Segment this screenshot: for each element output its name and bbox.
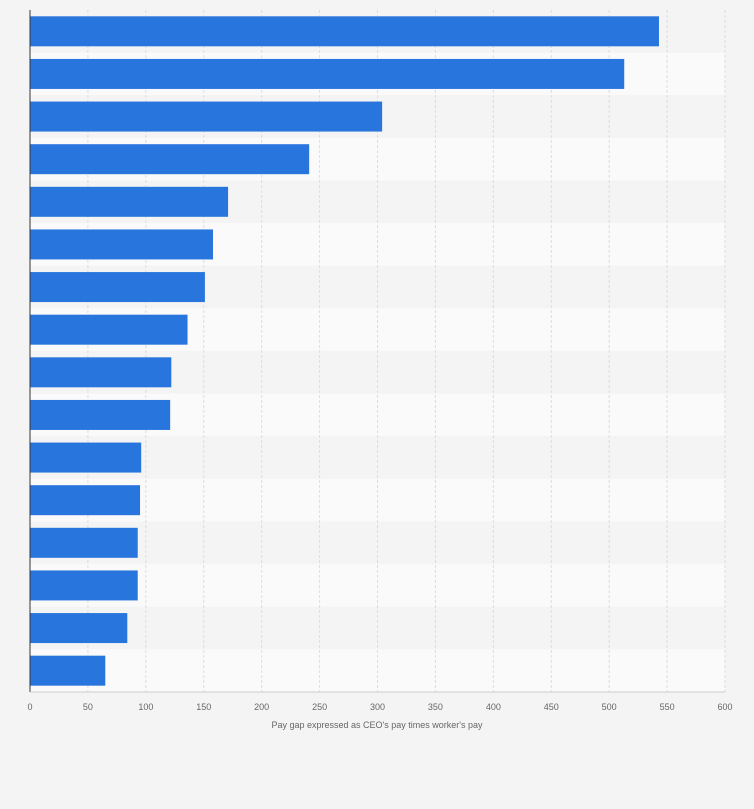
bar bbox=[30, 58, 625, 89]
x-tick-label: 200 bbox=[254, 702, 269, 712]
x-tick-label: 600 bbox=[717, 702, 732, 712]
bar bbox=[30, 570, 138, 601]
bar bbox=[30, 527, 138, 558]
bar bbox=[30, 357, 172, 388]
bar bbox=[30, 442, 142, 473]
x-tick-label: 350 bbox=[428, 702, 443, 712]
x-tick-label: 550 bbox=[660, 702, 675, 712]
bar bbox=[30, 16, 659, 47]
bar bbox=[30, 655, 106, 686]
x-tick-label: 450 bbox=[544, 702, 559, 712]
x-tick-label: 0 bbox=[27, 702, 32, 712]
x-tick-label: 500 bbox=[602, 702, 617, 712]
x-tick-label: 300 bbox=[370, 702, 385, 712]
x-tick-label: 50 bbox=[83, 702, 93, 712]
x-axis-title: Pay gap expressed as CEO's pay times wor… bbox=[271, 720, 483, 730]
bar bbox=[30, 399, 171, 430]
x-tick-label: 150 bbox=[196, 702, 211, 712]
bar bbox=[30, 613, 128, 644]
x-tick-label: 250 bbox=[312, 702, 327, 712]
axes bbox=[29, 10, 725, 693]
bars bbox=[30, 16, 659, 686]
bar bbox=[30, 144, 310, 175]
gridlines bbox=[87, 10, 726, 692]
bar bbox=[30, 101, 383, 132]
x-tick-label: 100 bbox=[138, 702, 153, 712]
bar bbox=[30, 186, 229, 217]
x-tick-label: 400 bbox=[486, 702, 501, 712]
bar bbox=[30, 229, 214, 260]
bar bbox=[30, 314, 188, 345]
bar bbox=[30, 485, 141, 516]
bar bbox=[30, 272, 205, 303]
x-tick-labels: 0 50 100 150 200 250 300 350 400 450 500 550 600 bbox=[27, 702, 732, 712]
